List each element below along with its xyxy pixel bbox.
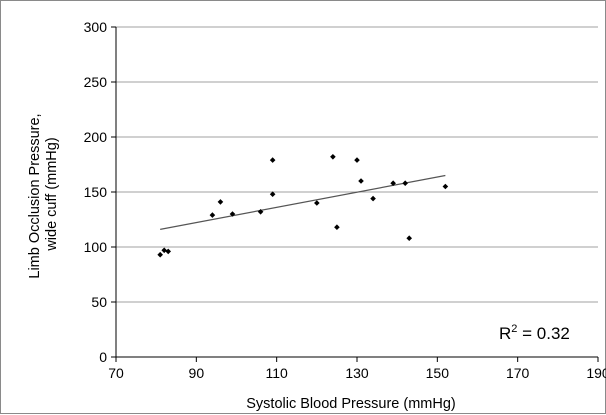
data-point-8 (269, 191, 276, 197)
y-axis-title: Limb Occlusion Pressure, wide cuff (mmHg… (27, 109, 60, 278)
r-squared-annotation: R2 = 0.32 (499, 323, 570, 343)
y-tick-label-300: 300 (84, 19, 108, 35)
data-point-4 (209, 212, 216, 218)
y-tick-label-200: 200 (84, 129, 108, 145)
y-tick-label-0: 0 (99, 349, 107, 365)
x-tick-labels: 70 90 110 130 150 170 190 (108, 365, 606, 381)
x-tick-label-170: 170 (506, 365, 530, 381)
trendline (160, 174, 446, 230)
data-point-16 (390, 180, 396, 186)
y-tick-label-150: 150 (84, 184, 108, 200)
data-point-10 (314, 200, 320, 206)
data-point-17 (402, 180, 408, 186)
data-point-6 (229, 211, 236, 217)
y-tick-label-250: 250 (84, 74, 108, 90)
x-tick-label-70: 70 (108, 365, 124, 381)
y-axis-title-line-1: Limb Occlusion Pressure, (27, 113, 43, 278)
data-point-9 (269, 157, 276, 163)
axes (111, 26, 599, 362)
y-tick-label-50: 50 (91, 294, 107, 310)
x-tick-label-190: 190 (586, 365, 606, 381)
data-point-11 (330, 154, 336, 160)
data-point-1 (157, 251, 163, 258)
x-axis-title: Systolic Blood Pressure (mmHg) (246, 396, 456, 412)
data-point-2 (161, 247, 167, 254)
y-tick-label-100: 100 (84, 239, 108, 255)
data-point-13 (354, 157, 360, 163)
r-squared-exponent: 2 (511, 323, 517, 335)
r-squared-symbol: R (499, 324, 511, 343)
y-tick-labels: 0 50 100 150 200 250 300 (84, 19, 108, 365)
data-point-5 (217, 199, 224, 205)
data-point-7 (257, 209, 264, 215)
data-point-14 (358, 178, 364, 184)
gridlines (116, 26, 598, 303)
y-axis-title-line-2: wide cuff (mmHg) (44, 137, 60, 251)
data-point-18 (406, 235, 413, 241)
data-point-15 (370, 195, 376, 202)
data-point-12 (334, 224, 340, 230)
data-points (157, 154, 449, 258)
r-squared-value: = 0.32 (517, 324, 569, 343)
x-tick-label-130: 130 (345, 365, 369, 381)
x-tick-label-110: 110 (266, 365, 289, 381)
data-point-19 (442, 183, 449, 190)
x-tick-label-90: 90 (189, 365, 205, 381)
trendline-layer (160, 174, 446, 230)
x-tick-label-150: 150 (426, 365, 450, 381)
data-point-3 (165, 248, 172, 255)
